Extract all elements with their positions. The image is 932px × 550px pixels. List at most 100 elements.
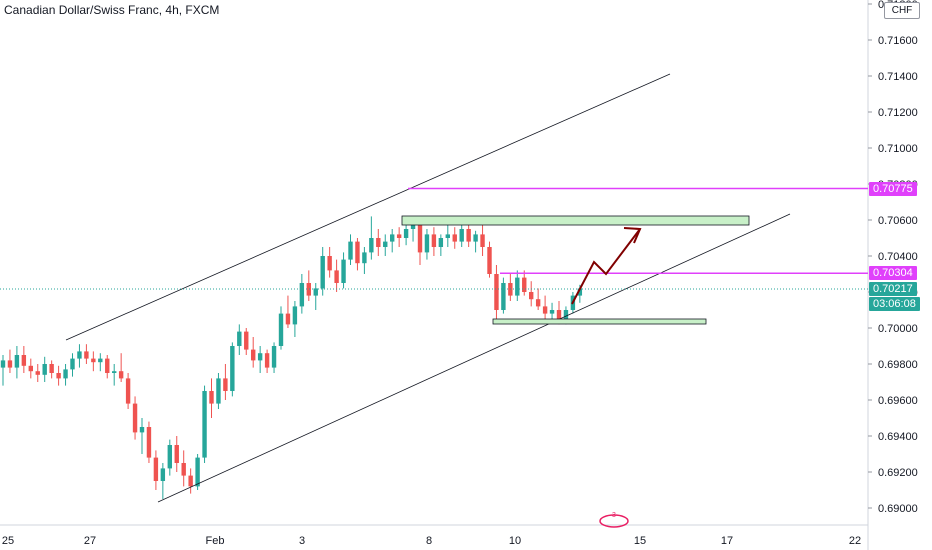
candle-body [285, 313, 291, 325]
channel-lower-line [157, 213, 791, 503]
candle-body [306, 283, 311, 296]
candle-body [417, 223, 423, 253]
candle-body [390, 234, 395, 242]
candle-body [264, 353, 270, 368]
candle-body [271, 346, 277, 368]
candle-body [49, 364, 54, 373]
channel-upper-line [65, 73, 671, 341]
currency-badge[interactable]: CHF [884, 2, 920, 19]
candle-body [369, 238, 374, 253]
candle-body [139, 427, 145, 433]
candle-body [188, 475, 193, 487]
candle-body [396, 234, 402, 238]
candle-body [292, 306, 298, 325]
candle-body [223, 378, 228, 391]
candle-body [515, 277, 520, 296]
candle-body [278, 313, 284, 346]
candle-body [563, 310, 569, 319]
candle-body [202, 391, 207, 458]
x-tick-label: 22 [849, 535, 861, 547]
candle-body [84, 351, 89, 359]
candle-body [98, 358, 103, 363]
candle-body [174, 445, 179, 463]
candle-body [160, 468, 166, 481]
candle-body [529, 292, 534, 300]
candle-body [473, 234, 478, 242]
watermark-logo [599, 514, 629, 528]
candle-body [522, 277, 527, 292]
candle-body [466, 229, 471, 242]
y-tick-label: 0.69000 [878, 503, 918, 515]
candle-body [42, 364, 47, 375]
candle-body [355, 241, 360, 264]
supply-zone [401, 215, 750, 226]
candle-body [216, 378, 221, 404]
candle-body [313, 288, 318, 296]
candle-body [251, 349, 256, 361]
y-tick-label: 0.70400 [878, 251, 918, 263]
candle-body [153, 457, 159, 481]
candle-body [146, 427, 152, 458]
candle-body [362, 252, 367, 264]
y-tick-label: 0.71200 [878, 107, 918, 119]
chart-title: Canadian Dollar/Swiss Franc, 4h, FXCM [4, 3, 220, 17]
y-tick-label: 0.69600 [878, 395, 918, 407]
y-tick-label: 0.70000 [878, 323, 918, 335]
candle-body [327, 256, 332, 271]
candle-body [91, 358, 96, 363]
candle-body [257, 353, 263, 361]
candle-body [125, 378, 131, 404]
candle-body [459, 229, 464, 242]
x-tick-label: 17 [721, 535, 733, 547]
candle-body [244, 331, 249, 350]
x-tick-label: 27 [84, 535, 96, 547]
candle-body [494, 274, 499, 310]
candle-body [132, 403, 138, 433]
candle-body [21, 355, 27, 366]
candle-body [237, 331, 242, 346]
candle-body [480, 234, 485, 247]
candle-body [0, 360, 6, 368]
x-tick-label: 25 [2, 535, 14, 547]
candle-body [424, 234, 430, 253]
candle-body [556, 310, 562, 319]
candle-body [7, 360, 13, 368]
candle-body [410, 223, 416, 229]
y-tick-label: 0.70600 [878, 215, 918, 227]
candle-body [28, 365, 33, 372]
x-tick-label: 8 [426, 535, 432, 547]
candle-body [348, 241, 353, 260]
candle-body [403, 229, 409, 238]
candle-body [209, 391, 214, 404]
candle-body [195, 457, 200, 487]
projection-arrow-path [571, 228, 641, 305]
y-tick-label: 0.71600 [878, 35, 918, 47]
candle-body [383, 241, 388, 247]
projection-arrow-head [623, 227, 642, 244]
candle-body [70, 358, 75, 370]
candle-body [118, 371, 124, 379]
candle-body [431, 234, 437, 247]
y-tick-label: 0.69800 [878, 359, 918, 371]
candle-body [167, 445, 172, 469]
candle-body [230, 346, 235, 391]
candle-body [501, 283, 506, 310]
x-tick-label: 15 [634, 535, 646, 547]
candle-body [77, 351, 82, 359]
demand-zone [492, 318, 707, 325]
candle-body [535, 299, 541, 307]
candle-body [181, 463, 186, 476]
x-tick-label: 10 [509, 535, 521, 547]
candle-body [341, 259, 346, 283]
candle-body [320, 256, 325, 289]
level-label-pink-high: 0.70775 [869, 181, 917, 196]
candle-body [487, 247, 492, 274]
y-tick-label: 0.71000 [878, 143, 918, 155]
candle-body [445, 234, 450, 238]
candle-body [452, 234, 457, 242]
countdown-label: 03:06:08 [869, 296, 920, 311]
candle-body [105, 358, 110, 373]
candle-body [577, 288, 583, 296]
x-tick-label: 3 [299, 535, 305, 547]
